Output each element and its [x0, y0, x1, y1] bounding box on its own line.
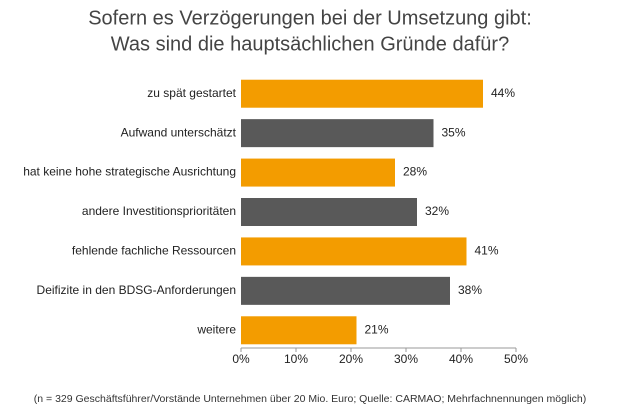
x-tick-label: 30% [394, 352, 418, 366]
x-tick-label: 40% [449, 352, 473, 366]
x-tick-label: 10% [284, 352, 308, 366]
x-tick-label: 50% [504, 352, 528, 366]
y-tick-label: hat keine hohe strategische Ausrichtung [23, 165, 236, 179]
y-tick-label: andere Investitionsprioritäten [82, 204, 236, 218]
bar [241, 119, 434, 148]
bar [241, 237, 467, 266]
value-label: 44% [491, 86, 515, 100]
bar [241, 158, 395, 187]
y-tick-label: Deifizite in den BDSG-Anforderungen [37, 283, 236, 297]
value-label: 32% [425, 204, 449, 218]
value-label: 38% [458, 283, 482, 297]
y-tick-label: Aufwand unterschätzt [121, 125, 237, 139]
footnote: (n = 329 Geschäftsführer/Vorstände Unter… [34, 393, 586, 405]
bar [241, 79, 483, 108]
value-label: 21% [365, 322, 389, 336]
x-tick-label: 0% [232, 352, 250, 366]
y-tick-label: fehlende fachliche Ressourcen [72, 244, 236, 258]
bar [241, 198, 417, 226]
bar [241, 276, 450, 305]
bar [241, 316, 357, 345]
value-label: 28% [403, 165, 427, 179]
x-tick-label: 20% [339, 352, 363, 366]
y-tick-label: zu spät gestartet [147, 86, 236, 100]
value-label: 35% [442, 125, 466, 139]
value-label: 41% [475, 244, 499, 258]
chart-title: Sofern es Verzögerungen bei der Umsetzun… [88, 7, 532, 29]
y-tick-label: weitere [196, 322, 236, 336]
chart-title: Was sind die hauptsächlichen Gründe dafü… [111, 33, 509, 55]
